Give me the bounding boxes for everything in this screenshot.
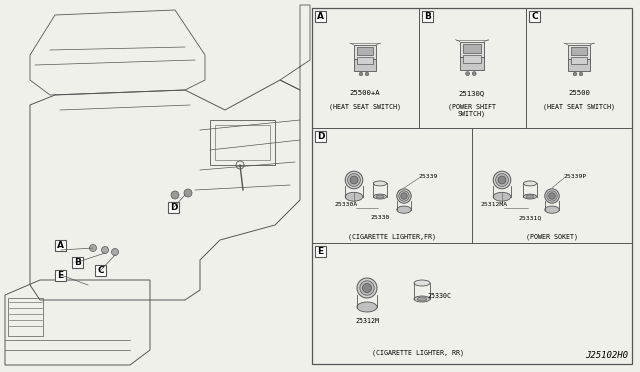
Text: J25102H0: J25102H0 — [585, 351, 628, 360]
Ellipse shape — [350, 176, 358, 184]
Circle shape — [573, 72, 577, 76]
Circle shape — [111, 248, 118, 256]
Text: 25130Q: 25130Q — [459, 90, 485, 96]
Bar — [312, 8, 632, 364]
Circle shape — [472, 72, 476, 76]
Ellipse shape — [524, 181, 536, 186]
Text: 25312MA: 25312MA — [481, 202, 508, 207]
Bar — [568, 45, 590, 59]
Bar — [210, 120, 275, 165]
Bar — [72, 257, 83, 268]
Bar — [460, 57, 484, 70]
Bar — [463, 55, 481, 62]
Ellipse shape — [548, 193, 556, 199]
Ellipse shape — [495, 174, 508, 186]
Bar — [571, 57, 587, 64]
Ellipse shape — [493, 171, 511, 189]
Ellipse shape — [401, 193, 407, 199]
Text: A: A — [57, 241, 64, 250]
Bar — [354, 45, 376, 59]
Ellipse shape — [397, 206, 412, 213]
Text: B: B — [74, 258, 81, 267]
Bar — [8, 298, 43, 336]
Text: C: C — [97, 266, 104, 275]
Ellipse shape — [374, 194, 387, 199]
Ellipse shape — [357, 278, 377, 298]
Text: (CIGARETTE LIGHTER, RR): (CIGARETTE LIGHTER, RR) — [372, 349, 464, 356]
Text: (HEAT SEAT SWITCH): (HEAT SEAT SWITCH) — [543, 103, 615, 109]
Ellipse shape — [348, 174, 360, 186]
Circle shape — [359, 72, 363, 76]
Text: A: A — [317, 12, 324, 21]
Ellipse shape — [357, 302, 377, 312]
Text: B: B — [424, 12, 431, 21]
Ellipse shape — [417, 297, 427, 301]
Text: 25500+A: 25500+A — [349, 90, 380, 96]
Ellipse shape — [526, 195, 534, 198]
Bar — [168, 202, 179, 213]
Text: (POWER SOKET): (POWER SOKET) — [526, 233, 578, 240]
Ellipse shape — [545, 206, 559, 213]
Circle shape — [184, 189, 192, 197]
Bar — [568, 59, 590, 71]
Circle shape — [466, 72, 470, 76]
Text: 25312M: 25312M — [355, 318, 379, 324]
Bar — [215, 125, 270, 160]
Bar — [55, 240, 66, 251]
Bar — [315, 131, 326, 142]
Ellipse shape — [545, 189, 559, 203]
Circle shape — [90, 244, 97, 251]
Text: E: E — [58, 271, 63, 280]
Ellipse shape — [493, 192, 511, 201]
Bar — [357, 47, 373, 55]
Text: 25330: 25330 — [371, 215, 390, 220]
Text: E: E — [317, 247, 324, 256]
Bar — [460, 42, 484, 57]
Text: C: C — [531, 12, 538, 21]
Bar — [95, 265, 106, 276]
Bar — [422, 11, 433, 22]
Ellipse shape — [397, 189, 412, 203]
Bar — [315, 11, 326, 22]
Circle shape — [365, 72, 369, 76]
Text: (POWER SHIFT
SWITCH): (POWER SHIFT SWITCH) — [448, 103, 496, 117]
Ellipse shape — [414, 296, 430, 302]
Text: 25330A: 25330A — [334, 202, 358, 207]
Text: 25331Q: 25331Q — [518, 215, 541, 220]
Text: D: D — [317, 132, 324, 141]
Bar — [529, 11, 540, 22]
Text: 25339: 25339 — [419, 173, 438, 179]
Ellipse shape — [374, 181, 387, 186]
Circle shape — [171, 191, 179, 199]
Bar — [571, 47, 587, 55]
Text: 25330C: 25330C — [427, 293, 451, 299]
Ellipse shape — [414, 280, 430, 286]
Ellipse shape — [547, 191, 557, 201]
Bar — [354, 59, 376, 71]
Ellipse shape — [360, 281, 374, 295]
Text: (HEAT SEAT SWITCH): (HEAT SEAT SWITCH) — [329, 103, 401, 109]
Ellipse shape — [498, 176, 506, 184]
Ellipse shape — [399, 191, 409, 201]
Text: D: D — [170, 203, 177, 212]
Text: 25339P: 25339P — [564, 173, 588, 179]
Circle shape — [579, 72, 583, 76]
Ellipse shape — [345, 192, 363, 201]
Circle shape — [102, 247, 109, 253]
Bar — [357, 57, 373, 64]
Text: (CIGARETTE LIGHTER,FR): (CIGARETTE LIGHTER,FR) — [348, 233, 436, 240]
Bar — [463, 44, 481, 53]
Bar — [55, 270, 66, 281]
Bar — [315, 246, 326, 257]
Ellipse shape — [524, 194, 536, 199]
Text: 25500: 25500 — [568, 90, 590, 96]
Ellipse shape — [376, 195, 384, 198]
Ellipse shape — [345, 171, 363, 189]
Ellipse shape — [362, 283, 371, 292]
